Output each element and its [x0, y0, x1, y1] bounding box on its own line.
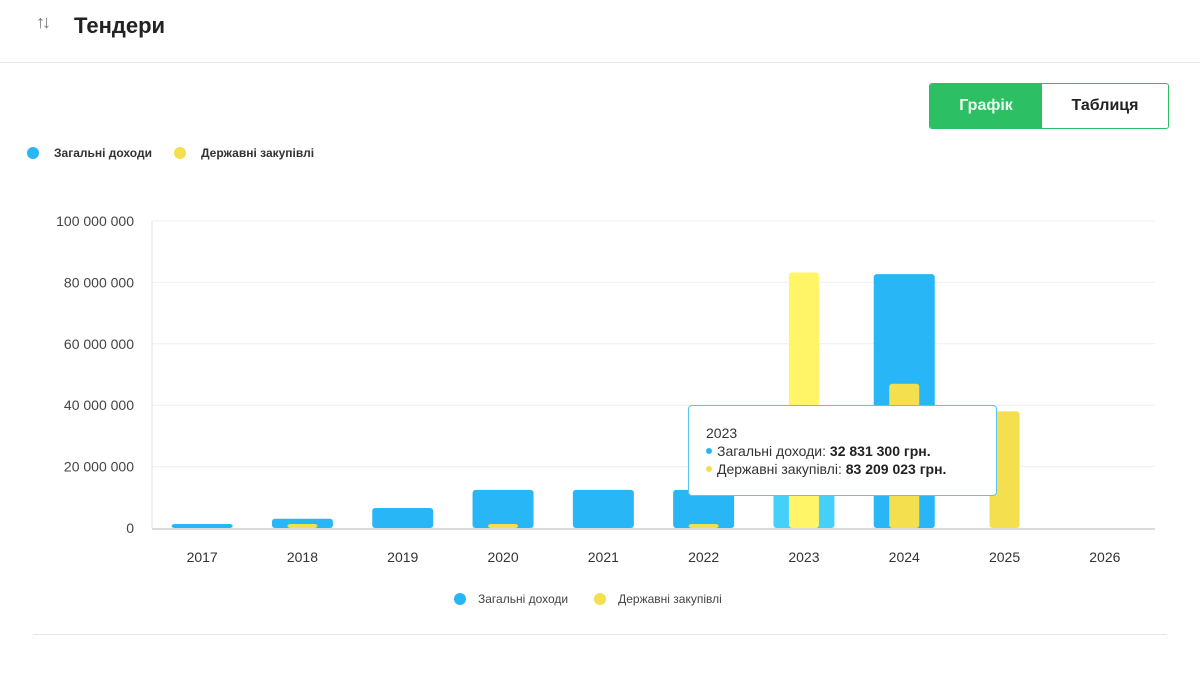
- legend-label: Загальні доходи: [54, 146, 152, 160]
- y-tick-label: 20 000 000: [64, 459, 134, 475]
- legend-label: Державні закупівлі: [618, 592, 722, 606]
- bar-procurement-2025: [989, 411, 1020, 528]
- chart-view-button[interactable]: Графік: [930, 84, 1042, 128]
- tooltip-title: 2023: [706, 425, 738, 441]
- legend-item-procurement[interactable]: Державні закупівлі: [173, 146, 315, 160]
- tooltip-label: Загальні доходи:: [717, 443, 827, 459]
- legend-dot-icon: [454, 593, 466, 605]
- bar-income-2020: [472, 489, 534, 528]
- legend-label: Загальні доходи: [478, 592, 569, 606]
- table-view-button[interactable]: Таблиця: [1042, 84, 1168, 128]
- legend-dot-icon: [594, 593, 607, 605]
- bar-income-2019: [372, 508, 434, 528]
- legend-dot-icon: [173, 147, 186, 159]
- legend-item-income[interactable]: Загальні доходи: [454, 592, 568, 606]
- y-tick-label: 0: [126, 520, 134, 536]
- view-toggle: Графік Таблиця: [929, 83, 1169, 129]
- top-legend: Загальні доходи Державні закупівлі: [27, 146, 336, 160]
- tooltip-value: 83 209 023 грн.: [845, 461, 947, 477]
- bar-income-2021: [572, 489, 634, 528]
- x-tick-label: 2017: [187, 549, 218, 565]
- y-tick-label: 80 000 000: [64, 274, 134, 290]
- legend-item-income[interactable]: Загальні доходи: [27, 146, 152, 160]
- bottom-divider: [33, 634, 1167, 635]
- tooltip-dot-icon: [706, 466, 712, 472]
- x-tick-label: 2023: [788, 549, 819, 565]
- bar-procurement-2020: [488, 524, 519, 528]
- legend-label: Державні закупівлі: [200, 146, 315, 160]
- legend-item-procurement[interactable]: Державні закупівлі: [594, 592, 722, 606]
- tooltip-label: Державні закупівлі:: [717, 461, 842, 477]
- y-tick-label: 60 000 000: [64, 336, 134, 352]
- x-tick-label: 2026: [1089, 549, 1120, 565]
- x-tick-label: 2025: [989, 549, 1020, 565]
- bar-income-2017: [171, 524, 233, 528]
- bar-procurement-2022: [688, 524, 719, 528]
- tooltip-row-income: Загальні доходи: 32 831 300 грн.: [706, 442, 996, 460]
- y-tick-label: 40 000 000: [64, 397, 134, 413]
- y-tick-label: 100 000 000: [56, 213, 134, 229]
- section-header: ↑↓ Тендери: [0, 0, 1200, 63]
- bar-procurement-2018: [287, 524, 318, 528]
- x-tick-label: 2022: [688, 549, 719, 565]
- x-tick-label: 2021: [588, 549, 619, 565]
- section-title: Тендери: [74, 13, 166, 38]
- sort-arrows-icon: ↑↓: [36, 12, 51, 32]
- legend-dot-icon: [27, 147, 39, 159]
- bottom-legend: Загальні доходи Державні закупівлі: [454, 592, 748, 606]
- tooltip-value: 32 831 300 грн.: [829, 443, 931, 459]
- x-tick-label: 2018: [287, 549, 318, 565]
- chart-tooltip: 2023 Загальні доходи: 32 831 300 грн. Де…: [688, 405, 997, 496]
- bar-income-2018: [271, 518, 333, 528]
- bar-income-2022: [673, 489, 735, 528]
- tooltip-dot-icon: [706, 448, 712, 454]
- x-tick-label: 2019: [387, 549, 418, 565]
- x-tick-label: 2024: [889, 549, 920, 565]
- x-tick-label: 2020: [487, 549, 518, 565]
- tooltip-row-procurement: Державні закупівлі: 83 209 023 грн.: [706, 460, 996, 478]
